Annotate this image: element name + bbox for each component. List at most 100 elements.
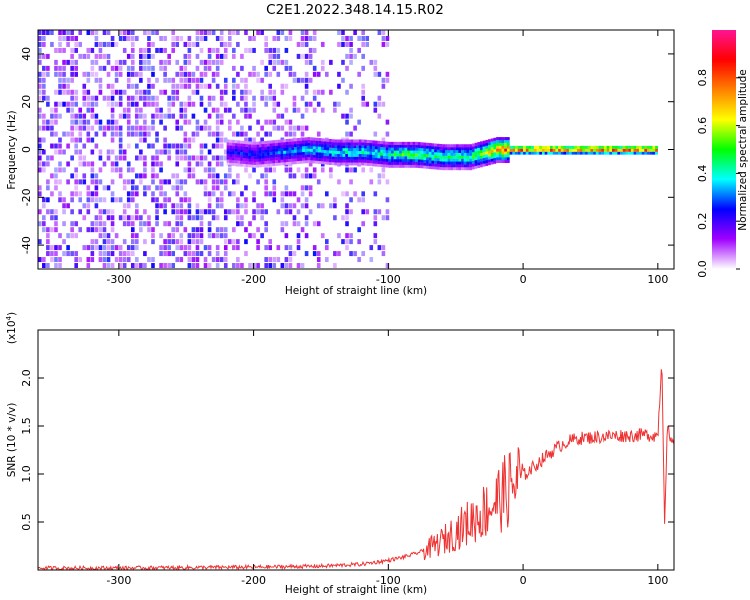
- spectrogram-cell: [98, 251, 103, 257]
- spectrogram-cell: [337, 179, 341, 185]
- spectrogram-ridge-cell: [399, 141, 402, 145]
- spectrogram-cell: [167, 155, 171, 161]
- spectrogram-ridge-cell: [331, 162, 335, 166]
- spectrogram-ridge-cell: [232, 157, 235, 161]
- spectrogram-ridge-cell: [256, 164, 260, 168]
- spectrogram-cell: [122, 47, 127, 53]
- spectrogram-ridge-cell: [434, 163, 437, 167]
- spectrogram-cell: [66, 30, 70, 35]
- spectrogram-ridge-cell: [234, 163, 238, 167]
- spectrogram-ridge-cell: [401, 156, 405, 160]
- spectrogram-ridge-cell: [517, 145, 521, 149]
- spectrogram-ridge-cell: [587, 151, 591, 155]
- spectrogram-cell: [42, 83, 46, 89]
- spectrogram-ridge-cell: [374, 154, 378, 158]
- spectrogram-cell: [135, 263, 139, 269]
- spectrogram-cell: [349, 83, 353, 89]
- spectrogram-cell: [373, 209, 378, 215]
- spectrogram-ridge-cell: [374, 140, 378, 144]
- spectrogram-ridge-cell: [417, 153, 421, 157]
- spectrogram-ridge-cell: [447, 144, 451, 148]
- spectrogram-cell: [187, 35, 192, 41]
- spectrogram-cell: [130, 71, 135, 77]
- spectrogram-cell: [244, 83, 248, 89]
- spectrogram-cell: [98, 167, 103, 173]
- spectrogram-cell: [207, 251, 212, 257]
- spectrogram-cell: [143, 119, 147, 125]
- spectrogram-cell: [195, 89, 200, 95]
- spectrogram-y-tick-label: -40: [20, 236, 33, 254]
- spectrogram-cell: [300, 263, 305, 269]
- spectrogram-y-tick-label: -20: [20, 188, 33, 206]
- spectrogram-cell: [70, 137, 74, 143]
- spectrogram-ridge-cell: [620, 148, 623, 152]
- spectrogram-ridge-cell: [299, 160, 303, 164]
- spectrogram-cell: [171, 233, 175, 239]
- spectrogram-ridge-cell: [431, 160, 435, 164]
- spectrogram-ridge-cell: [601, 151, 605, 155]
- spectrogram-cell: [349, 131, 353, 137]
- spectrogram-ridge-cell: [423, 165, 427, 169]
- spectrogram-ridge-cell: [304, 148, 308, 152]
- spectrogram-ridge-cell: [485, 151, 489, 155]
- spectrogram-ridge-cell: [622, 151, 626, 155]
- spectrogram-ridge-cell: [323, 138, 327, 142]
- snr-x-tick-label: -200: [241, 574, 266, 587]
- spectrogram-cell: [252, 71, 256, 77]
- spectrogram-ridge-cell: [630, 148, 634, 152]
- spectrogram-ridge-cell: [450, 167, 454, 171]
- spectrogram-ridge-cell: [334, 145, 338, 149]
- spectrogram-cell: [171, 89, 175, 95]
- spectrogram-ridge-cell: [541, 145, 545, 149]
- spectrogram-cell: [126, 245, 131, 251]
- spectrogram-cell: [252, 107, 256, 113]
- spectrogram-ridge-cell: [264, 155, 268, 159]
- spectrogram-ridge-cell: [277, 162, 281, 166]
- spectrogram-cell: [126, 53, 131, 59]
- spectrogram-ridge-cell: [523, 145, 526, 149]
- spectrogram-cell: [110, 215, 115, 221]
- spectrogram-ridge-cell: [232, 162, 235, 166]
- spectrogram-ridge-cell: [477, 156, 481, 160]
- spectrogram-ridge-cell: [302, 146, 305, 150]
- snr-y-tick-label: 1.5: [20, 417, 33, 435]
- spectrogram-cell: [292, 77, 297, 83]
- spectrogram-ridge-cell: [299, 157, 303, 161]
- spectrogram-ridge-cell: [388, 153, 392, 157]
- spectrogram-cell: [110, 101, 115, 107]
- spectrogram-cell: [252, 65, 256, 71]
- spectrogram-ridge-cell: [382, 158, 386, 162]
- spectrogram-ridge-cell: [501, 148, 505, 152]
- spectrogram-cell: [199, 143, 204, 149]
- spectrogram-cell: [86, 89, 91, 95]
- spectrogram-ridge-cell: [614, 145, 618, 149]
- spectrogram-ridge-cell: [366, 145, 370, 149]
- spectrogram-ridge-cell: [377, 149, 381, 153]
- spectrogram-cell: [203, 209, 208, 215]
- spectrogram-ridge-cell: [477, 144, 481, 148]
- spectrogram-ridge-cell: [488, 159, 491, 163]
- spectrogram-cell: [236, 209, 240, 215]
- spectrogram-cell: [207, 191, 212, 197]
- spectrogram-cell: [203, 191, 208, 197]
- spectrogram-ridge-cell: [595, 148, 599, 152]
- spectrogram-ridge-cell: [237, 143, 241, 147]
- spectrogram-ridge-cell: [291, 147, 295, 151]
- spectrogram-cell: [110, 263, 115, 269]
- spectrogram-cell: [147, 221, 151, 227]
- spectrogram-ridge-cell: [501, 142, 505, 146]
- spectrogram-ridge-cell: [485, 139, 489, 143]
- spectrogram-ridge-cell: [248, 144, 252, 148]
- spectrogram-cell: [130, 215, 135, 221]
- spectrogram-ridge-cell: [229, 156, 233, 160]
- spectrogram-cell: [183, 101, 188, 107]
- spectrogram-cell: [163, 65, 167, 71]
- spectrogram-ridge-cell: [388, 147, 392, 151]
- spectrogram-ridge-cell: [655, 148, 658, 152]
- spectrogram-ridge-cell: [442, 158, 446, 162]
- spectrogram-ridge-cell: [399, 150, 402, 154]
- spectrogram-cell: [118, 95, 123, 101]
- spectrogram-cell: [143, 185, 147, 191]
- spectrogram-cell: [106, 30, 111, 35]
- spectrogram-cell: [353, 191, 357, 197]
